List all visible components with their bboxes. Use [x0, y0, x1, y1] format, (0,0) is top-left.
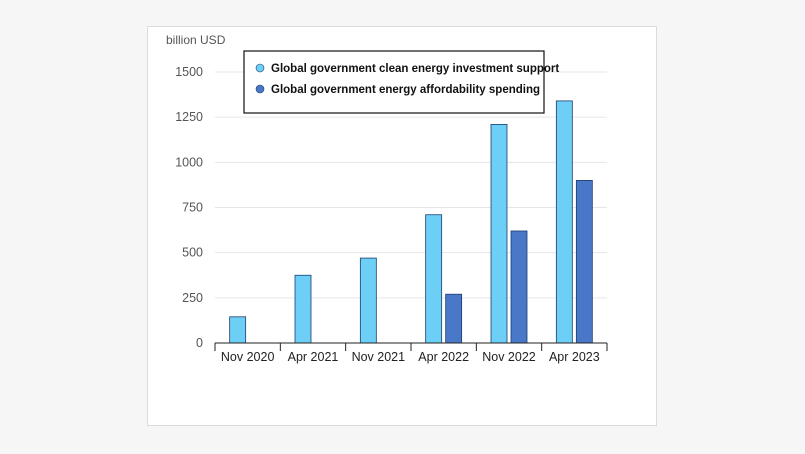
legend-label: Global government energy affordability s…	[271, 84, 540, 96]
bar-affordability	[510, 230, 528, 344]
x-tick-label: Apr 2023	[549, 350, 600, 364]
legend: Global government clean energy investmen…	[243, 50, 559, 114]
x-tick-label: Nov 2022	[482, 350, 536, 364]
bar-clean-energy	[359, 257, 377, 344]
y-tick-label: 0	[196, 336, 203, 350]
legend-swatch	[255, 84, 265, 94]
bar-clean-energy	[294, 274, 312, 344]
y-axis-unit-label: billion USD	[166, 33, 226, 47]
legend-label: Global government clean energy investmen…	[271, 63, 559, 75]
y-tick-label: 750	[182, 201, 203, 215]
axes: 0 250 500 750 1000 1250 1500 Nov 2020 Apr 2021 No…	[175, 65, 608, 364]
y-tick-label: 1250	[175, 110, 203, 124]
bars	[229, 100, 593, 344]
x-tick-label: Nov 2020	[221, 350, 275, 364]
y-tick-label: 1000	[175, 155, 203, 169]
bar-clean-energy	[425, 214, 443, 344]
y-tick-label: 250	[182, 291, 203, 305]
y-tick-label: 1500	[175, 65, 203, 79]
bar-clean-energy	[490, 123, 508, 344]
bar-affordability	[575, 179, 593, 344]
bar-clean-energy	[555, 100, 573, 344]
y-tick-label: 500	[182, 246, 203, 260]
bar-affordability	[445, 293, 463, 344]
x-tick-label: Nov 2021	[352, 350, 406, 364]
x-tick-label: Apr 2022	[418, 350, 469, 364]
legend-swatch	[255, 63, 265, 73]
x-tick-label: Apr 2021	[288, 350, 339, 364]
legend-box	[243, 50, 545, 114]
bar-clean-energy	[229, 316, 247, 344]
